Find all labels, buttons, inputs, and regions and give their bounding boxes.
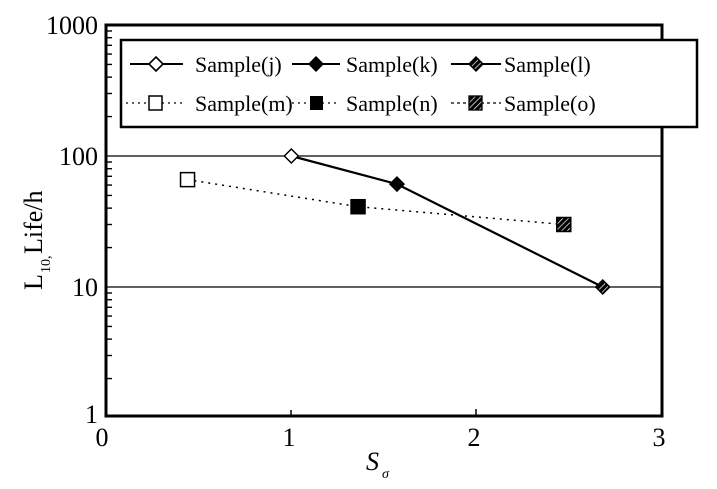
- svg-text:Sample(o): Sample(o): [504, 91, 596, 116]
- open-square-icon: [148, 95, 163, 111]
- svg-text:σ: σ: [382, 467, 390, 482]
- y-axis-tick-labels: 1000 100 10 1: [46, 11, 98, 429]
- x-tick-2: 2: [468, 423, 481, 452]
- filled-square-icon: [310, 96, 323, 110]
- data-point-sample-l: [594, 278, 611, 296]
- y-tick-10: 10: [72, 273, 98, 302]
- data-point-sample-m: [179, 171, 196, 188]
- svg-text:Sample(n): Sample(n): [346, 91, 438, 116]
- solid-series-line: [291, 154, 604, 288]
- x-tick-0: 0: [96, 423, 109, 452]
- svg-text:Sample(j): Sample(j): [195, 52, 282, 77]
- legend-item-sample-o: Sample(o): [451, 91, 596, 116]
- y-axis-minor-ticks: [106, 30, 112, 380]
- legend-box: [119, 38, 699, 129]
- series-layer: [179, 147, 611, 296]
- hatched-diamond-icon: [468, 56, 484, 72]
- legend-item-sample-k: Sample(k): [292, 52, 438, 77]
- hatched-square-icon: [468, 95, 483, 111]
- y-tick-1: 1: [85, 400, 98, 429]
- plot-frame: [104, 23, 664, 418]
- legend-item-sample-m: Sample(m): [126, 91, 293, 116]
- x-tick-3: 3: [653, 423, 666, 452]
- x-axis-ticks: [290, 409, 477, 416]
- x-tick-1: 1: [283, 423, 296, 452]
- legend-item-sample-j: Sample(j): [130, 52, 282, 77]
- data-point-sample-n: [350, 198, 366, 215]
- data-point-sample-o: [556, 216, 572, 233]
- svg-text:L: L: [19, 274, 48, 290]
- y-axis-title: L 10, Life/h: [19, 190, 54, 290]
- legend-item-sample-l: Sample(l): [451, 52, 591, 77]
- y-tick-1000: 1000: [46, 11, 98, 40]
- x-axis-tick-labels: 0 1 2 3: [96, 423, 666, 452]
- svg-text:Sample(l): Sample(l): [504, 52, 591, 77]
- svg-text:Sample(k): Sample(k): [346, 52, 438, 77]
- y-tick-100: 100: [59, 142, 98, 171]
- legend: Sample(j) Sample(k) Sample(l) Sample(m) …: [119, 38, 699, 129]
- open-diamond-icon: [147, 55, 165, 73]
- filled-diamond-icon: [308, 56, 324, 72]
- svg-text:Life/h: Life/h: [19, 190, 48, 254]
- legend-item-sample-n: Sample(n): [292, 91, 438, 116]
- svg-text:Sample(m): Sample(m): [195, 91, 293, 116]
- data-point-sample-k: [388, 176, 406, 193]
- dotted-series-line: [187, 178, 564, 226]
- x-axis-title: S σ: [366, 447, 390, 482]
- gridlines: [106, 155, 662, 288]
- svg-text:S: S: [366, 447, 379, 476]
- data-point-sample-j: [283, 147, 300, 165]
- svg-text:10,: 10,: [39, 256, 54, 274]
